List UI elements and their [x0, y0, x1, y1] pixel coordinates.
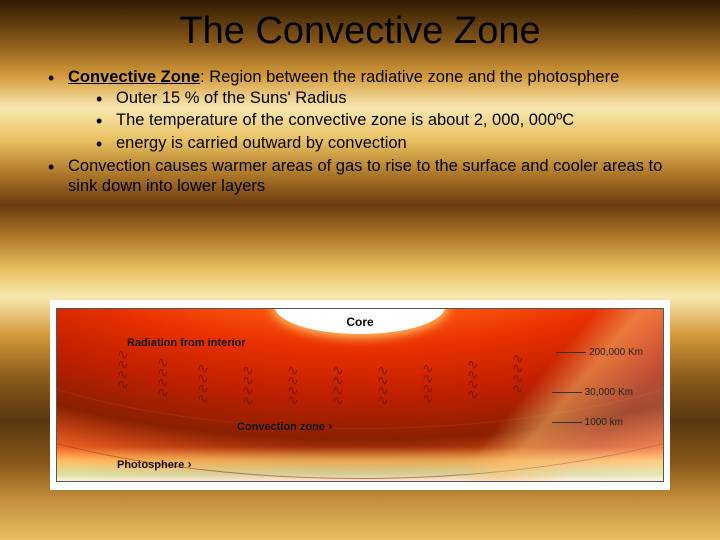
convection-squiggle: ∿∿∿∿ — [157, 357, 169, 417]
arrow-icon: › — [325, 419, 332, 433]
convection-squiggle: ∿∿∿∿ — [377, 365, 389, 425]
sub-bullet-2: The temperature of the convective zone i… — [96, 110, 688, 131]
convection-squiggle: ∿∿∿∿ — [332, 365, 344, 425]
distance-200000: 200,000 Km — [553, 347, 643, 358]
convection-squiggle: ∿∿∿∿ — [422, 363, 434, 423]
convection-label: Convection zone › — [237, 419, 332, 433]
sun-diagram: Core ∿∿∿∿ ∿∿∿∿ ∿∿∿∿ ∿∿∿∿ ∿∿∿∿ ∿∿∿∿ ∿∿∿∿ … — [56, 308, 664, 482]
convection-squiggle: ∿∿∿∿ — [242, 365, 254, 425]
photosphere-label: Photosphere › — [117, 457, 192, 471]
distance-1000: 1000 km — [549, 417, 623, 428]
tick-line — [552, 422, 582, 423]
convection-squiggle: ∿∿∿∿ — [197, 363, 209, 423]
page-title: The Convective Zone — [0, 0, 720, 67]
sub-bullet-1: Outer 15 % of the Suns' Radius — [96, 88, 688, 109]
distance-text: 30,000 Km — [585, 387, 633, 398]
distance-30000: 30,000 Km — [549, 387, 633, 398]
radiation-label-text: Radiation from interior — [127, 337, 246, 349]
term-bold: Convective Zone — [68, 68, 200, 86]
core-label: Core — [346, 315, 373, 329]
convection-squiggle: ∿∿∿∿ — [512, 353, 524, 413]
diagram-container: Core ∿∿∿∿ ∿∿∿∿ ∿∿∿∿ ∿∿∿∿ ∿∿∿∿ ∿∿∿∿ ∿∿∿∿ … — [50, 300, 670, 490]
tick-line — [552, 392, 582, 393]
radiation-label: Radiation from interior — [127, 337, 246, 349]
term-rest: : Region between the radiative zone and … — [200, 68, 619, 86]
convection-squiggle: ∿∿∿∿ — [117, 349, 129, 409]
photosphere-label-text: Photosphere — [117, 459, 184, 471]
distance-text: 200,000 Km — [589, 347, 643, 358]
convection-label-text: Convection zone — [237, 421, 325, 433]
convection-squiggle: ∿∿∿∿ — [467, 359, 479, 419]
arrow-icon: › — [184, 457, 191, 471]
bullet-main-2: Convection causes warmer areas of gas to… — [48, 156, 688, 197]
tick-line — [556, 352, 586, 353]
bullet-main-1: Convective Zone: Region between the radi… — [48, 67, 688, 154]
bullet-content: Convective Zone: Region between the radi… — [0, 67, 720, 197]
distance-text: 1000 km — [585, 417, 623, 428]
convection-squiggle: ∿∿∿∿ — [287, 365, 299, 425]
sub-bullet-3: energy is carried outward by convection — [96, 133, 688, 154]
